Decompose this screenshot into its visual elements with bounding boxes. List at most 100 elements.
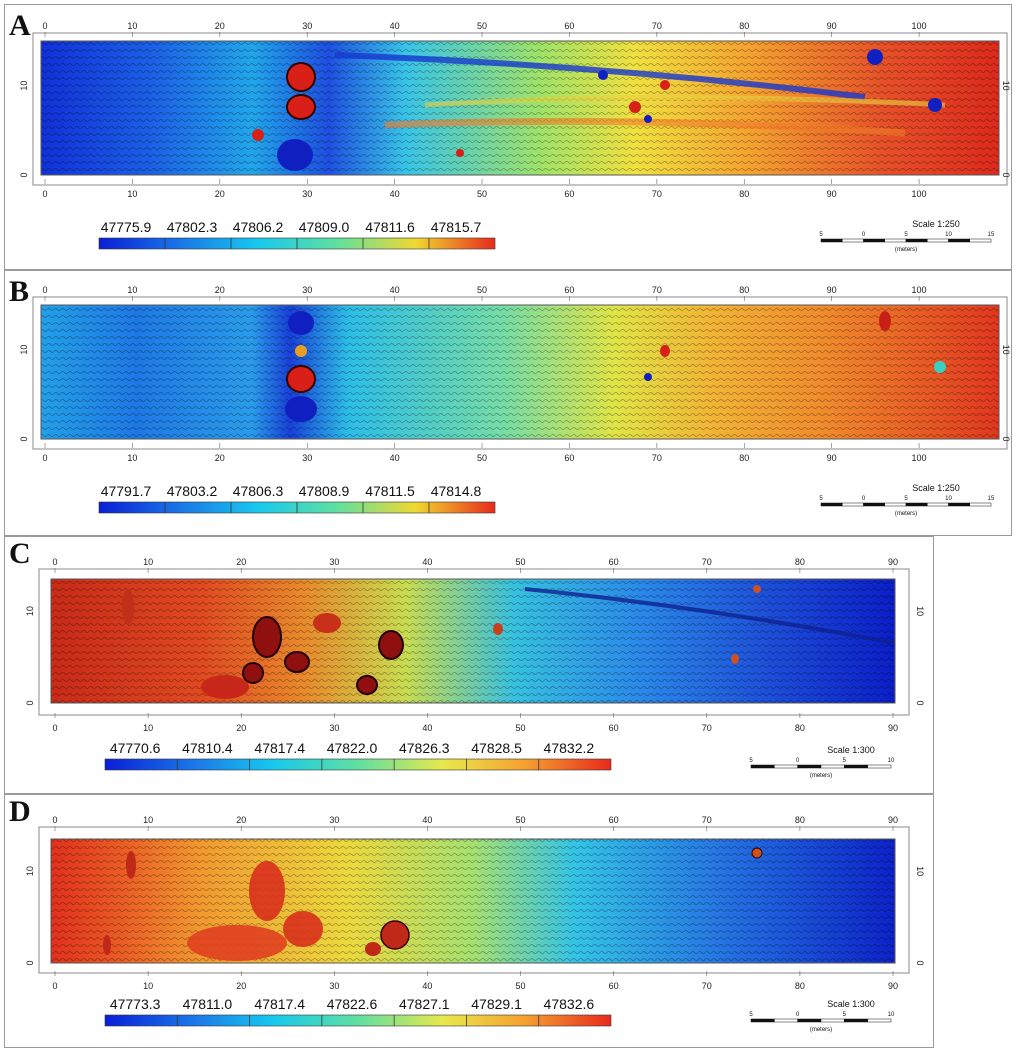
x-tick-label-top: 40 <box>390 21 400 31</box>
x-tick-label-top: 60 <box>609 815 619 825</box>
x-tick-label-bottom: 40 <box>422 981 432 991</box>
x-tick-label-bottom: 60 <box>609 723 619 733</box>
x-tick-label-top: 90 <box>888 557 898 567</box>
scale-segment <box>948 238 970 243</box>
x-tick-label-top: 10 <box>127 21 137 31</box>
x-tick-label-bottom: 10 <box>143 723 153 733</box>
scale-bar-d: Scale 1:300 5 0 5 10 (meters) <box>749 999 895 1033</box>
legend-value: 47829.1 <box>471 996 522 1012</box>
y-tick-label-right: 0 <box>1001 172 1011 177</box>
scale-segment <box>750 1018 775 1023</box>
x-tick-label-top: 10 <box>143 557 153 567</box>
legend-value: 47811.0 <box>183 996 233 1012</box>
scale-unit: (meters) <box>810 1027 832 1033</box>
scale-segment <box>927 238 949 243</box>
x-tick-label-top: 30 <box>329 815 339 825</box>
x-tick-label-bottom: 80 <box>739 189 749 199</box>
x-tick-label-top: 90 <box>827 285 837 295</box>
legend-value: 47810.4 <box>182 740 233 756</box>
scale-segment <box>820 502 843 507</box>
panel-label: C <box>9 537 31 570</box>
x-tick-label-bottom: 80 <box>795 723 805 733</box>
legend-value: 47773.3 <box>110 996 161 1012</box>
legend-value: 47817.4 <box>254 740 305 756</box>
legend-a: 47775.9 47802.3 47806.2 47809.0 47811.6 47815… <box>98 219 496 250</box>
scale-tick-label: 0 <box>796 758 800 764</box>
x-tick-label-bottom: 80 <box>739 453 749 463</box>
x-tick-label-bottom: 90 <box>888 723 898 733</box>
x-tick-label-top: 60 <box>564 285 574 295</box>
scale-title: Scale 1:300 <box>827 999 875 1009</box>
axis-ticks: 0 0 10 10 20 20 30 30 40 40 50 50 60 60 70 70 80 80 90 90 10… <box>19 285 1011 463</box>
x-tick-label-bottom: 0 <box>42 189 47 199</box>
y-tick-label-left: 10 <box>19 345 29 355</box>
x-tick-label-top: 70 <box>652 285 662 295</box>
x-tick-label-top: 50 <box>477 285 487 295</box>
panel-label: A <box>9 9 31 42</box>
scale-segment <box>797 1018 822 1023</box>
x-tick-label-bottom: 70 <box>652 453 662 463</box>
x-tick-label-top: 0 <box>42 285 47 295</box>
scale-tick-label: 5 <box>819 496 823 502</box>
x-tick-label-top: 20 <box>215 285 225 295</box>
scale-segment <box>774 1018 798 1023</box>
legend-value: 47822.0 <box>327 740 378 756</box>
panel-b: B 0 0 10 10 20 20 30 30 40 40 50 50 60 60 70 70 80 80 90 90… <box>4 270 1012 536</box>
scale-segment <box>820 238 843 243</box>
scale-segment <box>842 238 864 243</box>
legend-value: 47828.5 <box>471 740 522 756</box>
legend-value: 47809.0 <box>299 219 350 235</box>
panel-d: D 0 0 10 10 20 20 30 30 40 40 50 50 60 60 70 70 80 80 90 90… <box>4 794 934 1048</box>
x-tick-label-top: 80 <box>795 557 805 567</box>
y-tick-label-right: 10 <box>1001 345 1011 355</box>
x-tick-label-bottom: 0 <box>52 723 57 733</box>
scale-bar-a: Scale 1:250 5 0 5 10 15 (meters) <box>819 219 995 253</box>
legend-value: 47814.8 <box>431 483 482 499</box>
y-tick-label-left: 0 <box>19 172 29 177</box>
legend-value: 47802.3 <box>167 219 218 235</box>
legend-value: 47803.2 <box>167 483 218 499</box>
x-tick-label-bottom: 20 <box>236 981 246 991</box>
scale-segment <box>797 764 822 769</box>
x-tick-label-bottom: 100 <box>912 189 927 199</box>
scale-segment <box>774 764 798 769</box>
x-tick-label-bottom: 0 <box>42 453 47 463</box>
y-tick-label-left: 0 <box>19 436 29 441</box>
x-tick-label-top: 80 <box>739 285 749 295</box>
x-tick-label-bottom: 30 <box>329 723 339 733</box>
scale-bar-c: Scale 1:300 5 0 5 10 (meters) <box>749 745 895 779</box>
scale-segment <box>844 1018 868 1023</box>
legend-value: 47770.6 <box>110 740 161 756</box>
scale-segment <box>867 1018 892 1023</box>
x-tick-label-top: 30 <box>302 285 312 295</box>
scale-segment <box>820 764 845 769</box>
scale-segment <box>863 238 885 243</box>
x-tick-label-top: 10 <box>127 285 137 295</box>
panel-label: B <box>9 275 30 308</box>
x-tick-label-bottom: 90 <box>827 453 837 463</box>
x-tick-label-top: 40 <box>390 285 400 295</box>
x-tick-label-bottom: 30 <box>302 453 312 463</box>
legend-value: 47806.2 <box>233 219 284 235</box>
scale-tick-label: 5 <box>904 232 908 238</box>
scale-segment <box>884 238 907 243</box>
y-tick-label-right: 10 <box>915 866 925 876</box>
y-tick-label-left: 10 <box>25 866 35 876</box>
y-tick-label-right: 0 <box>915 700 925 705</box>
scale-title: Scale 1:250 <box>912 219 960 229</box>
x-tick-label-top: 30 <box>302 21 312 31</box>
x-tick-label-bottom: 30 <box>329 981 339 991</box>
x-tick-label-top: 100 <box>912 285 927 295</box>
scale-tick-label: 15 <box>988 232 995 238</box>
x-tick-label-top: 80 <box>795 815 805 825</box>
x-tick-label-bottom: 50 <box>477 453 487 463</box>
x-tick-label-bottom: 30 <box>302 189 312 199</box>
magnetic-map-b: 0 0 10 10 20 20 30 30 40 40 50 50 60 60 70 70 80 80 90 90 10… <box>19 285 1011 463</box>
legend-value: 47817.4 <box>254 996 305 1012</box>
x-tick-label-top: 40 <box>422 815 432 825</box>
x-tick-label-bottom: 90 <box>827 189 837 199</box>
x-tick-label-bottom: 20 <box>215 453 225 463</box>
x-tick-label-top: 20 <box>215 21 225 31</box>
legend-value: 47827.1 <box>399 996 450 1012</box>
